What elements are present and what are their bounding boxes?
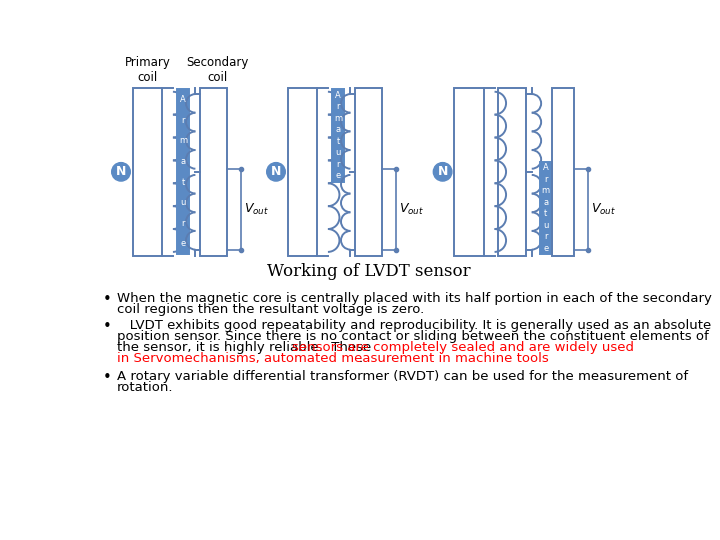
Circle shape bbox=[112, 163, 130, 181]
Text: m: m bbox=[334, 114, 342, 123]
Text: N: N bbox=[271, 165, 282, 178]
Text: a: a bbox=[336, 125, 341, 134]
Text: u: u bbox=[180, 198, 186, 207]
Text: in Servomechanisms, automated measurement in machine tools: in Servomechanisms, automated measuremen… bbox=[117, 353, 549, 366]
Text: r: r bbox=[336, 102, 340, 111]
Text: A: A bbox=[543, 163, 549, 172]
Bar bbox=[132, 88, 162, 256]
Text: the sensor, it is highly reliable.  These: the sensor, it is highly reliable. These bbox=[117, 341, 376, 354]
Text: e: e bbox=[543, 244, 549, 253]
Text: A: A bbox=[180, 95, 186, 104]
Text: Secondary
coil: Secondary coil bbox=[186, 56, 248, 84]
Text: Working of LVDT sensor: Working of LVDT sensor bbox=[267, 262, 471, 280]
Bar bbox=[454, 88, 484, 256]
Text: LVDT exhibits good repeatability and reproducibility. It is generally used as an: LVDT exhibits good repeatability and rep… bbox=[117, 319, 711, 332]
Bar bbox=[539, 162, 552, 254]
Text: $V_{out}$: $V_{out}$ bbox=[244, 201, 269, 217]
Text: •: • bbox=[103, 370, 112, 384]
Text: A rotary variable differential transformer (RVDT) can be used for the measuremen: A rotary variable differential transform… bbox=[117, 370, 688, 383]
Bar bbox=[332, 90, 344, 182]
Text: N: N bbox=[116, 165, 126, 178]
Bar bbox=[200, 88, 228, 256]
Text: t: t bbox=[336, 137, 340, 146]
Text: .: . bbox=[359, 353, 362, 366]
Text: When the magnetic core is centrally placed with its half portion in each of the : When the magnetic core is centrally plac… bbox=[117, 292, 712, 305]
Text: A: A bbox=[335, 91, 341, 100]
Text: •: • bbox=[103, 319, 112, 334]
Text: •: • bbox=[103, 292, 112, 307]
Text: t: t bbox=[544, 210, 547, 218]
Text: e: e bbox=[181, 239, 186, 248]
Bar bbox=[552, 88, 574, 256]
Circle shape bbox=[266, 163, 285, 181]
Text: u: u bbox=[543, 221, 549, 230]
Text: r: r bbox=[544, 175, 547, 184]
Text: u: u bbox=[336, 148, 341, 158]
Text: a: a bbox=[543, 198, 548, 207]
Text: N: N bbox=[438, 165, 448, 178]
Bar bbox=[355, 88, 382, 256]
Text: $V_{out}$: $V_{out}$ bbox=[590, 201, 616, 217]
Text: e: e bbox=[336, 172, 341, 180]
Text: position sensor. Since there is no contact or sliding between the constituent el: position sensor. Since there is no conta… bbox=[117, 330, 709, 343]
Bar bbox=[498, 88, 526, 256]
Text: rotation.: rotation. bbox=[117, 381, 174, 394]
Text: sensors are completely sealed and are widely used: sensors are completely sealed and are wi… bbox=[292, 341, 634, 354]
Text: a: a bbox=[181, 157, 186, 166]
Text: Primary
coil: Primary coil bbox=[125, 56, 171, 84]
Text: t: t bbox=[181, 178, 184, 187]
Text: m: m bbox=[179, 137, 187, 145]
Text: r: r bbox=[181, 219, 185, 228]
Text: coil regions then the resultant voltage is zero.: coil regions then the resultant voltage … bbox=[117, 303, 424, 316]
Text: r: r bbox=[336, 160, 340, 169]
Text: r: r bbox=[181, 116, 185, 125]
Text: r: r bbox=[544, 232, 547, 241]
Text: m: m bbox=[541, 186, 550, 195]
Circle shape bbox=[433, 163, 452, 181]
Bar bbox=[287, 88, 317, 256]
Bar bbox=[177, 90, 189, 254]
Text: $V_{out}$: $V_{out}$ bbox=[399, 201, 424, 217]
